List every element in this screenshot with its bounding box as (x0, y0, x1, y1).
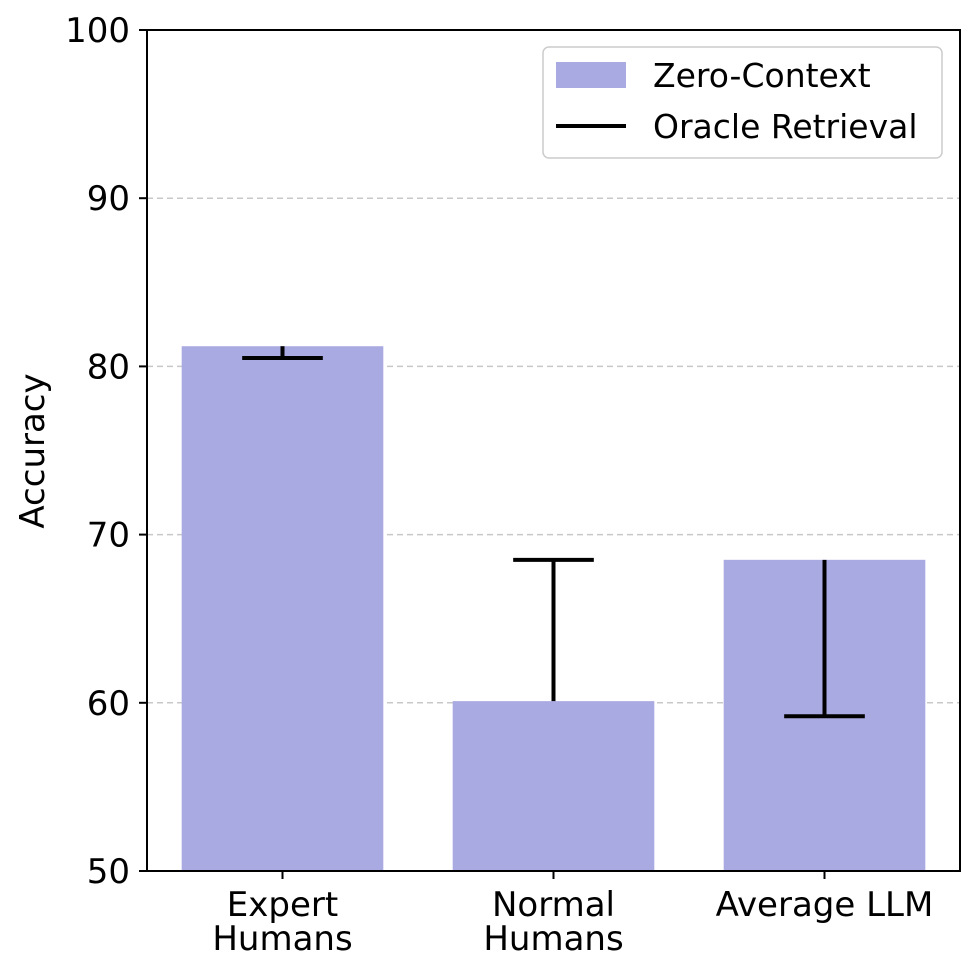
legend: Zero-Context Oracle Retrieval (542, 46, 943, 159)
legend-frame (542, 46, 943, 159)
legend-label-oracle-retrieval: Oracle Retrieval (653, 107, 918, 146)
bar-0 (181, 346, 384, 871)
y-axis-label: Accuracy (13, 373, 53, 528)
x-tick-label-0: Expert Humans (212, 885, 352, 959)
y-tick-label-70: 70 (87, 516, 130, 556)
bar-1 (452, 701, 655, 871)
x-ticks: Expert Humans Normal Humans Average LLM (212, 871, 933, 959)
y-tick-label-80: 80 (87, 347, 130, 387)
y-tick-label-100: 100 (65, 11, 130, 51)
x-tick-label-2: Average LLM (716, 885, 934, 925)
y-tick-label-50: 50 (87, 852, 130, 892)
legend-swatch-zero-context (556, 62, 626, 88)
legend-label-zero-context: Zero-Context (653, 56, 871, 95)
x-tick-label-1: Normal Humans (483, 885, 623, 959)
y-tick-label-90: 90 (87, 179, 130, 219)
y-tick-label-60: 60 (87, 684, 130, 724)
oracle-lines (242, 346, 865, 719)
y-ticks: 50 60 70 80 90 100 (65, 11, 147, 892)
